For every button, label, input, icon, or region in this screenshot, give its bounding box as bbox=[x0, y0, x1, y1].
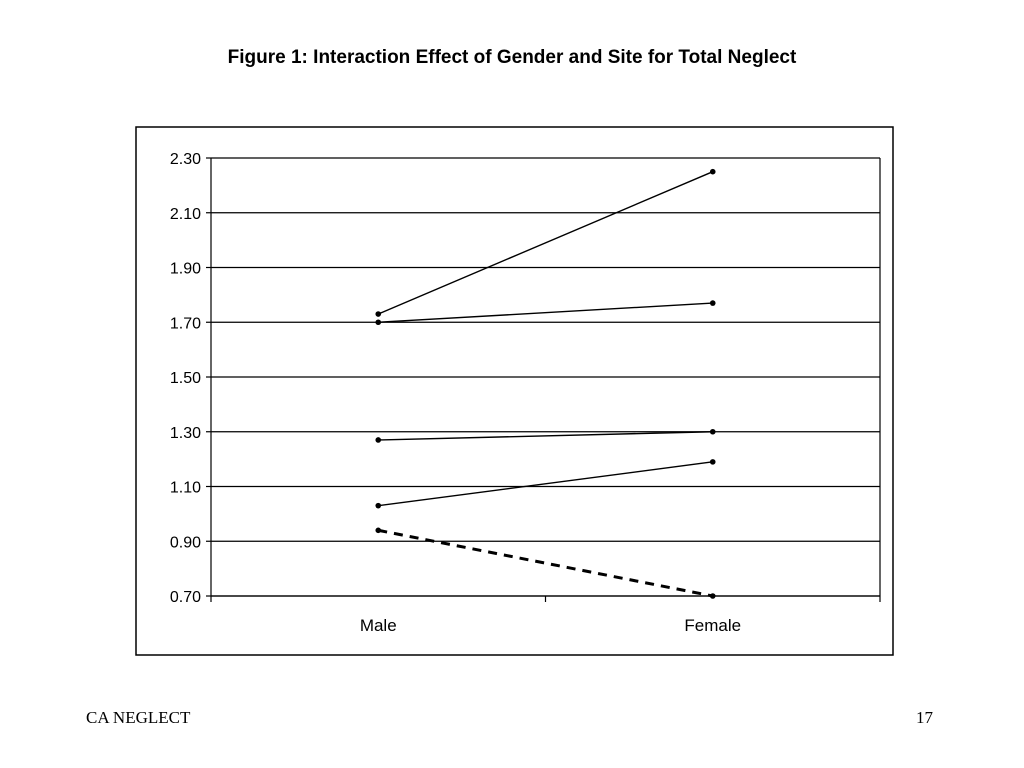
axes bbox=[206, 157, 881, 602]
y-tick-label: 1.10 bbox=[170, 480, 201, 497]
x-tick-label: Male bbox=[360, 616, 397, 635]
series-point bbox=[709, 459, 716, 465]
series-lines bbox=[375, 168, 716, 599]
series-point bbox=[709, 168, 716, 175]
series-point bbox=[375, 527, 382, 534]
series-point bbox=[709, 593, 716, 599]
y-tick-label: 2.10 bbox=[170, 206, 201, 223]
series-line bbox=[377, 171, 714, 315]
y-tick-label: 0.70 bbox=[170, 589, 201, 606]
series-line bbox=[378, 461, 713, 507]
series-point bbox=[709, 428, 716, 435]
chart-frame bbox=[135, 126, 894, 656]
series-point bbox=[375, 319, 382, 326]
footer-label: CA NEGLECT bbox=[86, 708, 191, 727]
series-line bbox=[378, 431, 713, 441]
axis-labels: 0.70 0.90 1.10 1.30 1.50 1.70 1.90 2.10 2.30 Male… bbox=[170, 151, 741, 635]
series-point bbox=[709, 300, 716, 306]
y-tick-label: 1.50 bbox=[170, 370, 201, 387]
y-tick-label: 1.30 bbox=[170, 425, 201, 442]
page-number: 17 bbox=[916, 708, 933, 727]
series-line bbox=[377, 528, 714, 598]
y-tick-label: 0.90 bbox=[170, 534, 201, 551]
series-point bbox=[375, 502, 382, 509]
y-tick-label: 2.30 bbox=[170, 151, 201, 168]
series-point bbox=[375, 437, 382, 443]
x-tick-label: Female bbox=[684, 616, 741, 635]
y-tick-label: 1.70 bbox=[170, 315, 201, 332]
y-tick-label: 1.90 bbox=[170, 261, 201, 278]
series-point bbox=[375, 311, 382, 317]
chart-title: Figure 1: Interaction Effect of Gender a… bbox=[227, 47, 797, 68]
series-line bbox=[378, 302, 713, 323]
gridlines bbox=[211, 157, 880, 597]
